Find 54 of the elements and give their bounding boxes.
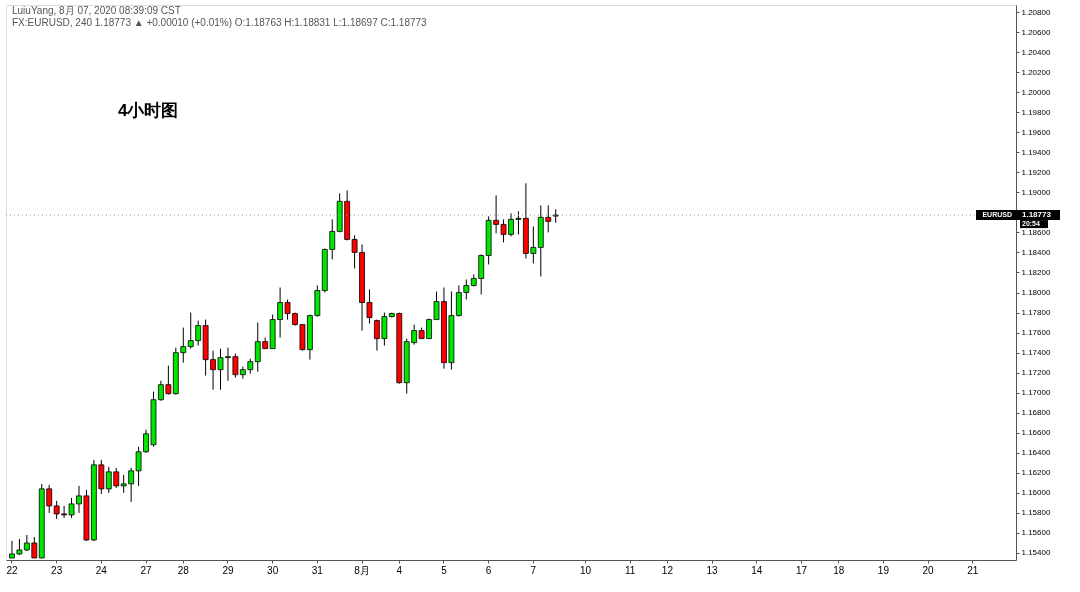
y-tick-label: 1.16400 <box>1021 448 1051 458</box>
y-tick-label: 1.20400 <box>1021 47 1051 57</box>
y-tick-label: 1.16600 <box>1021 428 1051 438</box>
y-tick-label: 1.16800 <box>1021 408 1051 418</box>
x-tick-label: 10 <box>579 564 592 576</box>
x-tick-label: 8月 <box>354 564 370 576</box>
y-tick-label: 1.17000 <box>1021 388 1051 398</box>
y-tick-label: 1.19600 <box>1021 127 1051 137</box>
x-tick-label: 29 <box>222 564 234 576</box>
x-tick-label: 7 <box>530 564 537 576</box>
y-tick-label: 1.16200 <box>1021 468 1051 478</box>
y-tick-label: 1.18000 <box>1021 288 1051 298</box>
x-tick-label: 31 <box>311 564 324 576</box>
x-tick-label: 11 <box>624 564 636 576</box>
x-tick-label: 18 <box>833 564 845 576</box>
x-tick-label: 28 <box>177 564 190 576</box>
x-tick-label: 17 <box>795 564 808 576</box>
y-tick-label: 1.16000 <box>1021 488 1051 498</box>
y-tick-label: 1.18600 <box>1021 227 1051 237</box>
y-tick-label: 1.17200 <box>1021 368 1051 378</box>
y-tick-label: 1.20600 <box>1021 27 1051 37</box>
x-tick-label: 19 <box>877 564 890 576</box>
y-tick-label: 1.19200 <box>1021 167 1051 177</box>
text: 1.18773 <box>1022 210 1052 220</box>
x-tick-label: 24 <box>95 564 108 576</box>
y-tick-label: 1.18400 <box>1021 247 1051 257</box>
y-tick-label: 1.15400 <box>1021 548 1051 558</box>
x-tick-label: 5 <box>441 564 448 576</box>
x-tick-label: 20 <box>922 564 935 576</box>
y-tick-label: 1.15600 <box>1021 528 1051 538</box>
y-tick-label: 1.19400 <box>1021 147 1051 157</box>
y-tick-label: 1.20000 <box>1021 87 1051 97</box>
y-tick-label: 1.17600 <box>1021 328 1051 338</box>
x-tick-label: 21 <box>967 564 979 576</box>
y-tick-label: 1.15800 <box>1021 508 1051 518</box>
annotation: FX:EURUSD, 240 1.18773 ▲ +0.00010 (+0.01%) O:1.18763 H:1.18831 L:1.18697 C:1.18773 <box>12 17 428 28</box>
y-tick-label: 1.17800 <box>1021 308 1051 318</box>
text: 4小时图 <box>118 101 179 120</box>
x-tick-label: 12 <box>661 564 674 576</box>
x-tick-label: 30 <box>267 564 279 576</box>
y-tick-label: 1.20200 <box>1021 67 1051 77</box>
x-tick-label: 4 <box>396 564 403 576</box>
y-tick-label: 1.19800 <box>1021 107 1051 117</box>
y-tick-label: 1.19000 <box>1021 187 1051 197</box>
x-tick-label: 14 <box>751 564 763 576</box>
y-tick-label: 1.18200 <box>1021 267 1051 277</box>
x-tick-label: 23 <box>51 564 63 576</box>
x-tick-label: 6 <box>485 564 492 576</box>
y-tick-label: 1.20800 <box>1021 7 1051 17</box>
annotation: LuiuYang, 8月 07, 2020 08:39:09 CST <box>12 5 181 16</box>
x-tick-label: 13 <box>706 564 719 576</box>
x-tick-label: 22 <box>6 564 18 576</box>
x-tick-label: 27 <box>140 564 153 576</box>
y-tick-label: 1.17400 <box>1021 348 1051 358</box>
